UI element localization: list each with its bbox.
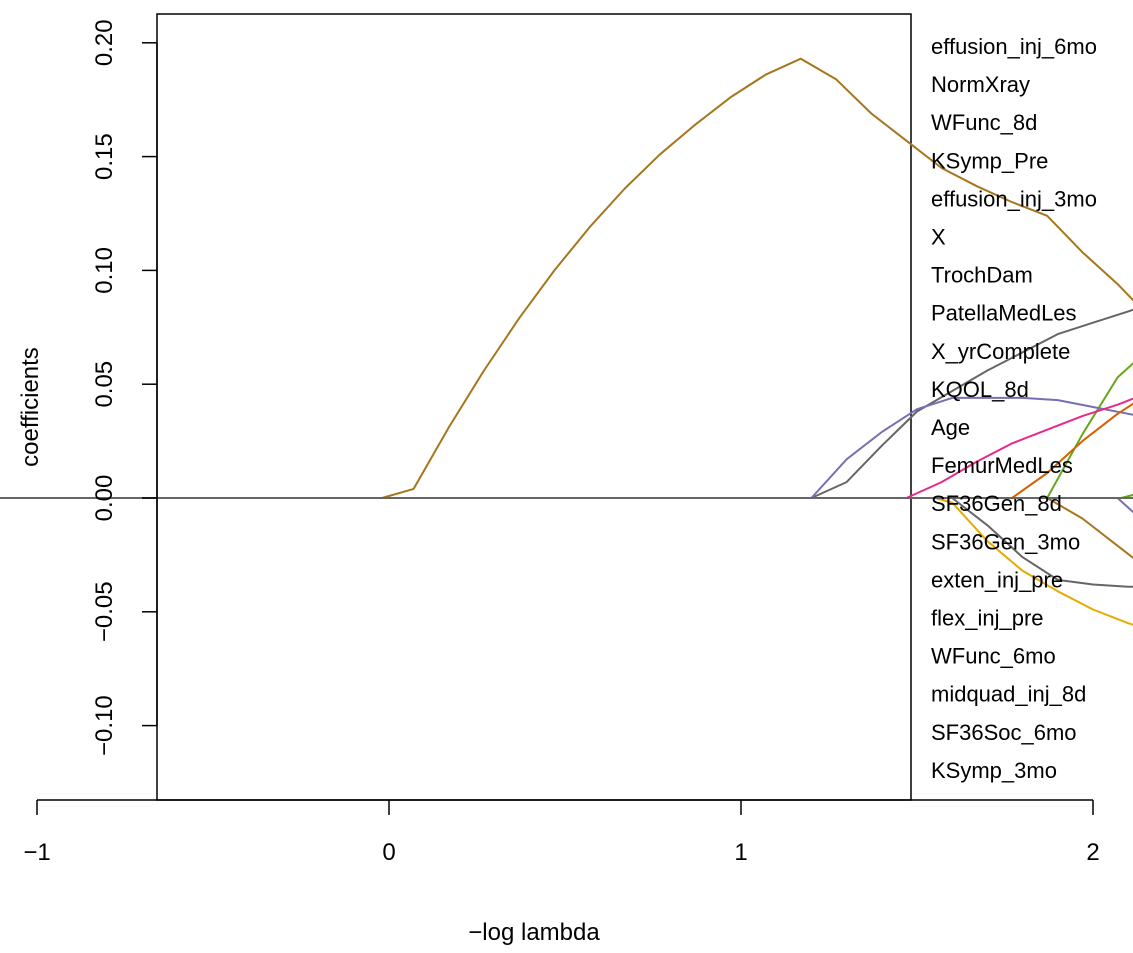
legend-entry: WFunc_8d — [931, 110, 1037, 135]
series-line — [0, 497, 1133, 560]
series-line — [0, 362, 1133, 499]
series-line — [0, 397, 1133, 499]
y-tick-label: 0.15 — [91, 133, 118, 180]
y-tick-label: 0.05 — [91, 361, 118, 408]
series-line — [0, 497, 1133, 499]
y-tick-label: 0.20 — [91, 19, 118, 66]
y-tick-label: 0.10 — [91, 247, 118, 294]
x-tick-label: 1 — [734, 839, 747, 866]
y-tick-label: −0.05 — [91, 581, 118, 642]
series-line — [0, 308, 1133, 499]
series-line — [0, 493, 1133, 499]
y-axis: −0.10 −0.05 0.00 0.05 0.10 0.15 0.20 — [91, 19, 158, 756]
legend-entry: SF36Gen_3mo — [931, 529, 1080, 554]
legend-entry: KSymp_3mo — [931, 758, 1057, 783]
legend-entry: KQOL_8d — [931, 377, 1029, 402]
plot-frame — [156, 13, 912, 801]
series-line — [0, 497, 1133, 588]
legend-entry: X — [931, 225, 946, 250]
legend-entry: NormXray — [931, 72, 1030, 97]
x-axis-title: −log lambda — [468, 919, 600, 946]
x-tick-label: −1 — [23, 839, 50, 866]
series-line — [0, 497, 1133, 626]
legend-entry: exten_inj_pre — [931, 567, 1063, 592]
x-tick-label: 2 — [1086, 839, 1099, 866]
legend-entry: midquad_inj_8d — [931, 682, 1086, 707]
legend-entry: SF36Gen_8d — [931, 491, 1062, 516]
legend-entry: X_yrComplete — [931, 339, 1070, 364]
legend-entry: SF36Soc_6mo — [931, 720, 1077, 745]
x-tick-label: 0 — [382, 839, 395, 866]
legend-entry: TrochDam — [931, 263, 1033, 288]
series-line — [0, 402, 1133, 499]
legend-entry: flex_inj_pre — [931, 606, 1044, 631]
legend-entry: effusion_inj_3mo — [931, 186, 1097, 211]
y-axis-title: coefficients — [17, 347, 44, 467]
legend-entry: Age — [931, 415, 970, 440]
legend-entry: effusion_inj_6mo — [931, 34, 1097, 59]
legend-entry: FemurMedLes — [931, 453, 1073, 478]
legend: effusion_inj_6mo NormXray WFunc_8d KSymp_Pr… — [931, 34, 1097, 783]
x-axis: −1 0 1 2 — [23, 799, 1100, 866]
series-line — [0, 497, 1133, 514]
legend-entry: PatellaMedLes — [931, 301, 1077, 326]
y-tick-label: −0.10 — [91, 695, 118, 756]
series-line — [0, 57, 1133, 499]
legend-entry: WFunc_6mo — [931, 644, 1056, 669]
series-line — [0, 396, 1133, 499]
y-tick-label: 0.00 — [91, 475, 118, 522]
legend-entry: KSymp_Pre — [931, 148, 1048, 173]
